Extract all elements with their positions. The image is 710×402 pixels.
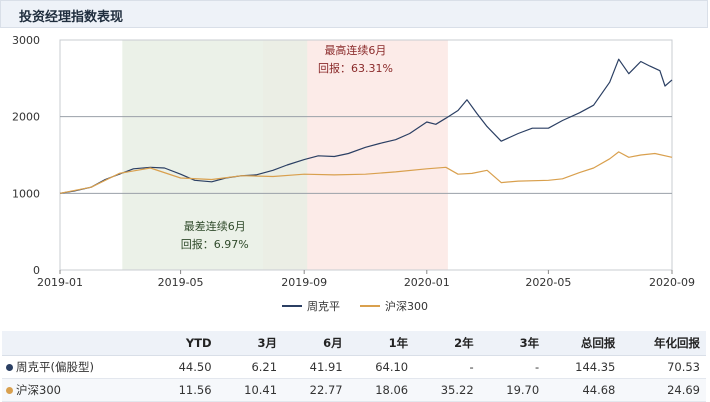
row-name-index: 沪深300: [2, 378, 152, 402]
index-dot-icon: [6, 387, 13, 394]
x-tick-label: 2019-01: [37, 276, 83, 289]
cell-2y: 35.22: [414, 378, 480, 402]
cell-3y: -: [479, 355, 546, 379]
cell-1y: 18.06: [348, 378, 415, 402]
y-tick-label: 0: [33, 264, 40, 277]
x-tick-label: 2019-05: [158, 276, 204, 289]
best-period-return: 回报：63.31%: [318, 61, 393, 75]
x-tick-label: 2020-01: [404, 276, 450, 289]
row-name-fund: 周克平(偏股型): [2, 355, 152, 379]
legend-swatch-index: [360, 305, 380, 307]
y-tick-label: 3000: [12, 34, 40, 47]
legend-item-fund[interactable]: 周克平: [282, 298, 340, 314]
y-tick-label: 1000: [12, 187, 40, 200]
cell-3m: 6.21: [217, 355, 284, 379]
cell-annualized: 24.69: [621, 378, 706, 402]
worst-period-band: [122, 40, 308, 270]
cell-6m: 22.77: [283, 378, 349, 402]
table-header-3m[interactable]: 3月: [217, 331, 284, 356]
cell-2y: -: [414, 355, 480, 379]
table-header-annualized[interactable]: 年化回报: [621, 331, 706, 356]
table-header-total[interactable]: 总回报: [545, 331, 622, 356]
cell-6m: 41.91: [283, 355, 349, 379]
table-header-ytd[interactable]: YTD: [152, 331, 218, 356]
best-period-title: 最高连续6月: [324, 43, 386, 57]
panel-title: 投资经理指数表现: [19, 10, 124, 25]
legend-item-index[interactable]: 沪深300: [360, 298, 428, 314]
row-label: 沪深300: [16, 383, 61, 397]
worst-period-title: 最差连续6月: [184, 219, 246, 233]
fund-dot-icon: [6, 364, 13, 371]
cell-ytd: 44.50: [152, 355, 218, 379]
x-tick-label: 2020-09: [649, 276, 695, 289]
cell-total: 144.35: [545, 355, 622, 379]
legend-label-index: 沪深300: [385, 300, 428, 313]
cell-3y: 19.70: [479, 378, 546, 402]
row-label: 周克平(偏股型): [16, 360, 94, 374]
x-tick-label: 2020-05: [525, 276, 571, 289]
x-tick-label: 2019-09: [281, 276, 327, 289]
worst-period-return: 回报：6.97%: [181, 237, 249, 251]
cell-1y: 64.10: [348, 355, 415, 379]
table-header-2y[interactable]: 2年: [414, 331, 480, 356]
chart-legend: 周克平 沪深300: [0, 298, 710, 314]
cell-ytd: 11.56: [152, 378, 218, 402]
legend-swatch-fund: [282, 305, 302, 307]
fund-series-line: [59, 58, 673, 194]
cell-annualized: 70.53: [621, 355, 706, 379]
cell-total: 44.68: [545, 378, 622, 402]
performance-table: YTD 3月 6月 1年 2年 3年 总回报 年化回报 周克平(偏股型) 44.…: [2, 331, 706, 402]
table-header-3y[interactable]: 3年: [479, 331, 546, 356]
table-header-row: YTD 3月 6月 1年 2年 3年 总回报 年化回报: [2, 331, 706, 356]
table-header-1y[interactable]: 1年: [348, 331, 415, 356]
y-tick-label: 2000: [12, 111, 40, 124]
table-row: 周克平(偏股型) 44.50 6.21 41.91 64.10 - - 144.…: [2, 355, 706, 379]
cell-3m: 10.41: [217, 378, 284, 402]
table-row: 沪深300 11.56 10.41 22.77 18.06 35.22 19.7…: [2, 378, 706, 402]
legend-label-fund: 周克平: [307, 300, 340, 313]
index-series-line: [59, 151, 673, 194]
panel-header: 投资经理指数表现: [0, 0, 708, 28]
plot-frame: [59, 39, 673, 271]
table-header-name: [2, 331, 152, 356]
index-performance-chart: 0 1000 2000 3000 2019-01 2019-05 2019-09 2020-0…: [12, 34, 695, 289]
table-header-6m[interactable]: 6月: [283, 331, 349, 356]
